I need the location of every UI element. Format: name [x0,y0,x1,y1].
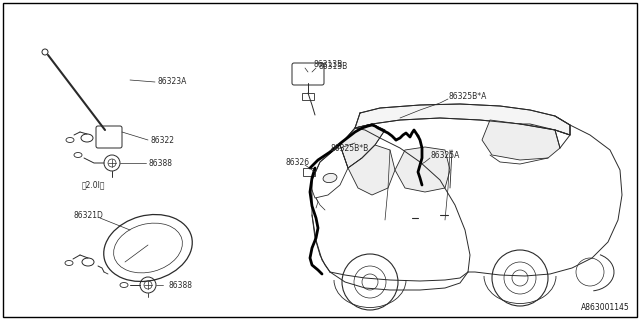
Text: 86325B*B: 86325B*B [330,143,368,153]
Text: 86323A: 86323A [157,76,186,85]
Text: 86326: 86326 [285,157,309,166]
Text: 86388: 86388 [168,281,192,290]
Text: 86321D: 86321D [73,211,103,220]
Text: 86325B*A: 86325B*A [448,92,486,100]
Text: 86388: 86388 [148,158,172,167]
Bar [303,168,315,176]
Polygon shape [355,104,570,135]
Text: A863001145: A863001145 [581,303,630,312]
Text: 86322: 86322 [150,135,174,145]
Polygon shape [395,147,450,192]
Text: 〈2.0I〉: 〈2.0I〉 [82,180,106,189]
Polygon shape [482,120,560,160]
Ellipse shape [323,173,337,183]
Text: 86325A: 86325A [430,150,460,159]
Polygon shape [348,145,395,195]
Polygon shape [340,124,385,168]
Text: 86313B: 86313B [318,61,348,70]
Text: 86313B: 86313B [313,60,342,68]
